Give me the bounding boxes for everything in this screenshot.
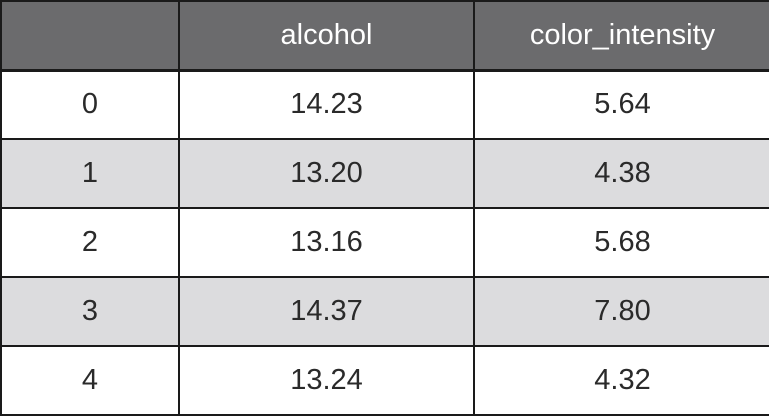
alcohol-cell: 13.24 xyxy=(178,346,474,416)
row-index: 2 xyxy=(0,208,179,278)
alcohol-cell: 14.37 xyxy=(178,277,474,347)
table-row: 4 13.24 4.32 xyxy=(0,346,769,416)
row-index: 4 xyxy=(0,346,179,416)
header-alcohol: alcohol xyxy=(178,0,474,72)
table-body: 0 14.23 5.64 1 13.20 4.38 2 13.16 5.68 3… xyxy=(0,70,769,416)
color-intensity-cell: 4.38 xyxy=(473,139,769,209)
header-row: alcohol color_intensity xyxy=(0,0,769,72)
alcohol-cell: 14.23 xyxy=(178,70,474,140)
alcohol-cell: 13.16 xyxy=(178,208,474,278)
header-color-intensity: color_intensity xyxy=(473,0,769,72)
color-intensity-cell: 4.32 xyxy=(473,346,769,416)
table-row: 1 13.20 4.38 xyxy=(0,139,769,209)
table-row: 0 14.23 5.64 xyxy=(0,70,769,140)
header-index-cell xyxy=(0,0,179,72)
color-intensity-cell: 7.80 xyxy=(473,277,769,347)
color-intensity-cell: 5.64 xyxy=(473,70,769,140)
table-row: 3 14.37 7.80 xyxy=(0,277,769,347)
alcohol-cell: 13.20 xyxy=(178,139,474,209)
table-row: 2 13.16 5.68 xyxy=(0,208,769,278)
row-index: 1 xyxy=(0,139,179,209)
table-header: alcohol color_intensity xyxy=(0,0,769,72)
row-index: 3 xyxy=(0,277,179,347)
color-intensity-cell: 5.68 xyxy=(473,208,769,278)
row-index: 0 xyxy=(0,70,179,140)
